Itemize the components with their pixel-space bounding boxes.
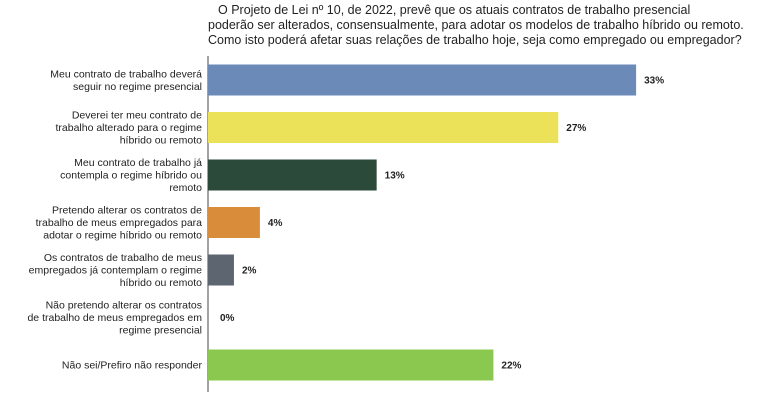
bars	[208, 64, 637, 381]
category-label-5-line-0: Não pretendo alterar os contratos	[46, 300, 202, 312]
value-label-2: 13%	[385, 171, 405, 182]
category-label-6: Não sei/Prefiro não responder	[62, 360, 203, 372]
category-label-5: Não pretendo alterar os contratos de trab…	[27, 300, 202, 337]
category-label-0-line-1: seguir no regime presencial	[73, 81, 202, 93]
category-label-4: Os contratos de trabalho de meus empregad…	[29, 252, 202, 289]
value-label-1: 27%	[566, 123, 586, 134]
value-label-3: 4%	[268, 218, 283, 229]
bar-2	[208, 159, 377, 191]
category-label-1-line-1: trabalho alterado para o regime	[55, 122, 202, 134]
category-label-2-line-1: contempla o regime híbrido ou	[60, 170, 202, 182]
category-label-0: Meu contrato de trabalho deverá seguir no…	[50, 68, 202, 93]
bar-0	[208, 64, 637, 96]
title-line-2: Como isto poderá afetar suas relações de…	[208, 33, 742, 47]
value-label-0: 33%	[644, 76, 664, 87]
category-label-3-line-1: trabalho de meus empregados para	[36, 217, 203, 229]
category-label-0-line-0: Meu contrato de trabalho deverá	[50, 68, 202, 80]
category-label-4-line-2: híbrido ou remoto	[120, 277, 202, 289]
bar-4	[208, 254, 234, 286]
category-label-4-line-0: Os contratos de trabalho de meus	[44, 252, 202, 264]
category-label-1-line-2: híbrido ou remoto	[120, 135, 202, 147]
bar-6	[208, 349, 494, 381]
value-label-5: 0%	[220, 313, 235, 324]
bar-3	[208, 207, 260, 238]
category-label-2-line-2: remoto	[169, 182, 202, 194]
title-line-0: O Projeto de Lei nº 10, de 2022, prevê q…	[218, 3, 690, 17]
category-label-1-line-0: Deverei ter meu contrato de	[72, 110, 202, 122]
category-label-2-line-0: Meu contrato de trabalho já	[74, 157, 202, 169]
category-label-6-line-0: Não sei/Prefiro não responder	[62, 360, 203, 372]
title-line-1: poderão ser alterados, consensualmente, …	[208, 18, 744, 32]
category-labels: Meu contrato de trabalho deverá seguir no…	[27, 68, 202, 371]
category-label-5-line-1: de trabalho de meus empregados em	[27, 312, 202, 324]
category-label-3-line-2: adotar o regime híbrido ou remoto	[43, 230, 202, 242]
bar-1	[208, 112, 559, 143]
category-label-2: Meu contrato de trabalho já contempla o r…	[60, 157, 202, 194]
value-label-4: 2%	[242, 266, 257, 277]
category-label-1: Deverei ter meu contrato de trabalho alte…	[55, 110, 202, 147]
chart-title: O Projeto de Lei nº 10, de 2022, prevê q…	[208, 3, 744, 47]
category-label-5-line-2: regime presencial	[119, 325, 202, 337]
category-label-3: Pretendo alterar os contratos de trabalho…	[36, 205, 203, 242]
category-label-4-line-1: empregados já contemplam o regime	[29, 265, 202, 277]
value-label-6: 22%	[501, 361, 521, 372]
value-labels: 33% 27% 13% 4% 2% 0% 22%	[220, 76, 664, 372]
category-label-3-line-0: Pretendo alterar os contratos de	[52, 205, 202, 217]
